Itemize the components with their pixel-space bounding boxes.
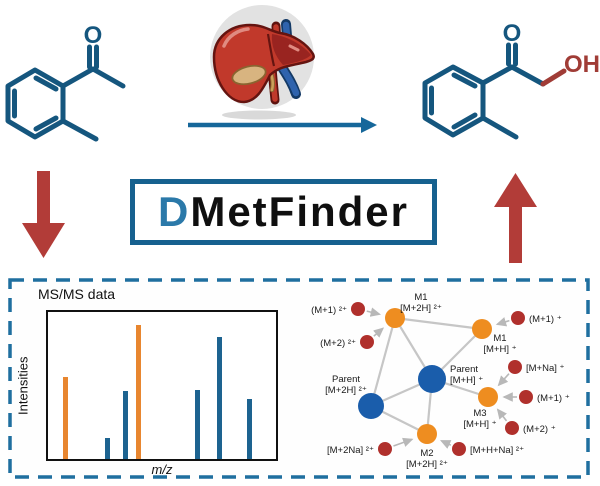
network-arrow (366, 307, 382, 317)
metabolite-carbonyl-o-label: O (503, 22, 522, 47)
network-label-r7: [M+2Na] ²⁺ (327, 445, 374, 456)
network-node-r3 (511, 311, 525, 325)
ms-chart-xlabel: m/z (151, 462, 173, 477)
network-label-m2: [M+2H] ²⁺ (406, 459, 448, 470)
network-label-r1: (M+1) ²⁺ (311, 305, 347, 316)
network-node-r7 (378, 442, 392, 456)
network-edge (394, 316, 483, 331)
network-arrow (440, 440, 452, 449)
spectrum-bar (63, 376, 69, 459)
network-label-r5: (M+1) ⁺ (537, 393, 570, 404)
network-edge (369, 317, 397, 407)
network-node-parent_2h (358, 393, 384, 419)
network-arrow (393, 437, 414, 447)
network-arrow (496, 408, 508, 422)
metabolite-hydroxyl-label: OH (564, 51, 600, 78)
network-node-r1 (351, 302, 365, 316)
network-node-r2 (360, 335, 374, 349)
network-node-parent_h (418, 365, 446, 393)
network-node-m2 (417, 424, 437, 444)
molecular-network: M1[M+2H] ²⁺M1[M+H] ⁺Parent[M+H] ⁺Parent[… (311, 292, 570, 470)
ms-chart-ylabel: Intensities (15, 356, 31, 415)
network-arrow (495, 317, 510, 327)
network-label-r4: [M+Na] ⁺ (526, 363, 565, 374)
down-arrow-icon (22, 171, 65, 258)
spectrum-bar (247, 398, 253, 459)
network-label-m2: M2 (420, 448, 433, 459)
network-node-m3 (478, 387, 498, 407)
results-panel: MS/MS data Intensities m/z M1 [M+2H] ²⁺ M1… (8, 278, 590, 479)
network-arrow (373, 327, 385, 338)
network-node-r4 (508, 360, 522, 374)
substrate-carbonyl-o-label: O (84, 22, 103, 49)
network-node-r5 (519, 390, 533, 404)
logo-prefix: D (157, 188, 191, 235)
network-node-m1_2h (385, 308, 405, 328)
network-label-m1_h: M1 (493, 333, 506, 344)
dmetfinder-logo: D MetFinder (130, 179, 437, 245)
metabolite-structure: O OH (422, 22, 600, 140)
liver-illustration (210, 5, 315, 120)
network-label-parent_h: [M+H] ⁺ (450, 375, 483, 386)
network-label-parent_2h: Parent (332, 374, 360, 385)
network-label-r3: (M+1) ⁺ (529, 314, 562, 325)
network-label-m3: [M+H] ⁺ (463, 419, 496, 430)
dashed-border (8, 278, 590, 479)
network-node-r8 (452, 442, 466, 456)
network-node-m1_h (472, 319, 492, 339)
spectrum-bar (136, 325, 142, 459)
spectrum-bar (105, 438, 111, 459)
network-label-r8: [M+H+Na] ²⁺ (470, 445, 524, 456)
ms-chart-title: MS/MS data (38, 286, 116, 302)
up-arrow-icon (494, 173, 537, 263)
network-label-m1_h: [M+H] ⁺ (483, 344, 516, 355)
liver-shadow (222, 110, 296, 120)
ms-chart-plot (46, 310, 278, 461)
network-label-r6: (M+2) ⁺ (523, 424, 556, 435)
network-node-r6 (505, 421, 519, 435)
network-arrow (497, 373, 510, 387)
reaction-arrow-icon (188, 117, 377, 133)
network-label-m1_2h: [M+2H] ²⁺ (400, 303, 442, 314)
logo-rest: MetFinder (190, 188, 409, 235)
spectrum-bar (217, 337, 223, 459)
spectrum-bar (123, 391, 129, 459)
substrate-structure: O (5, 22, 126, 142)
network-label-m3: M3 (473, 408, 486, 419)
network-label-parent_2h: [M+2H] ²⁺ (325, 385, 367, 396)
network-label-parent_h: Parent (450, 364, 478, 375)
spectrum-bar (194, 389, 200, 459)
network-label-m1_2h: M1 (414, 292, 427, 303)
gallbladder (231, 64, 267, 86)
network-label-r2: (M+2) ²⁺ (320, 338, 356, 349)
